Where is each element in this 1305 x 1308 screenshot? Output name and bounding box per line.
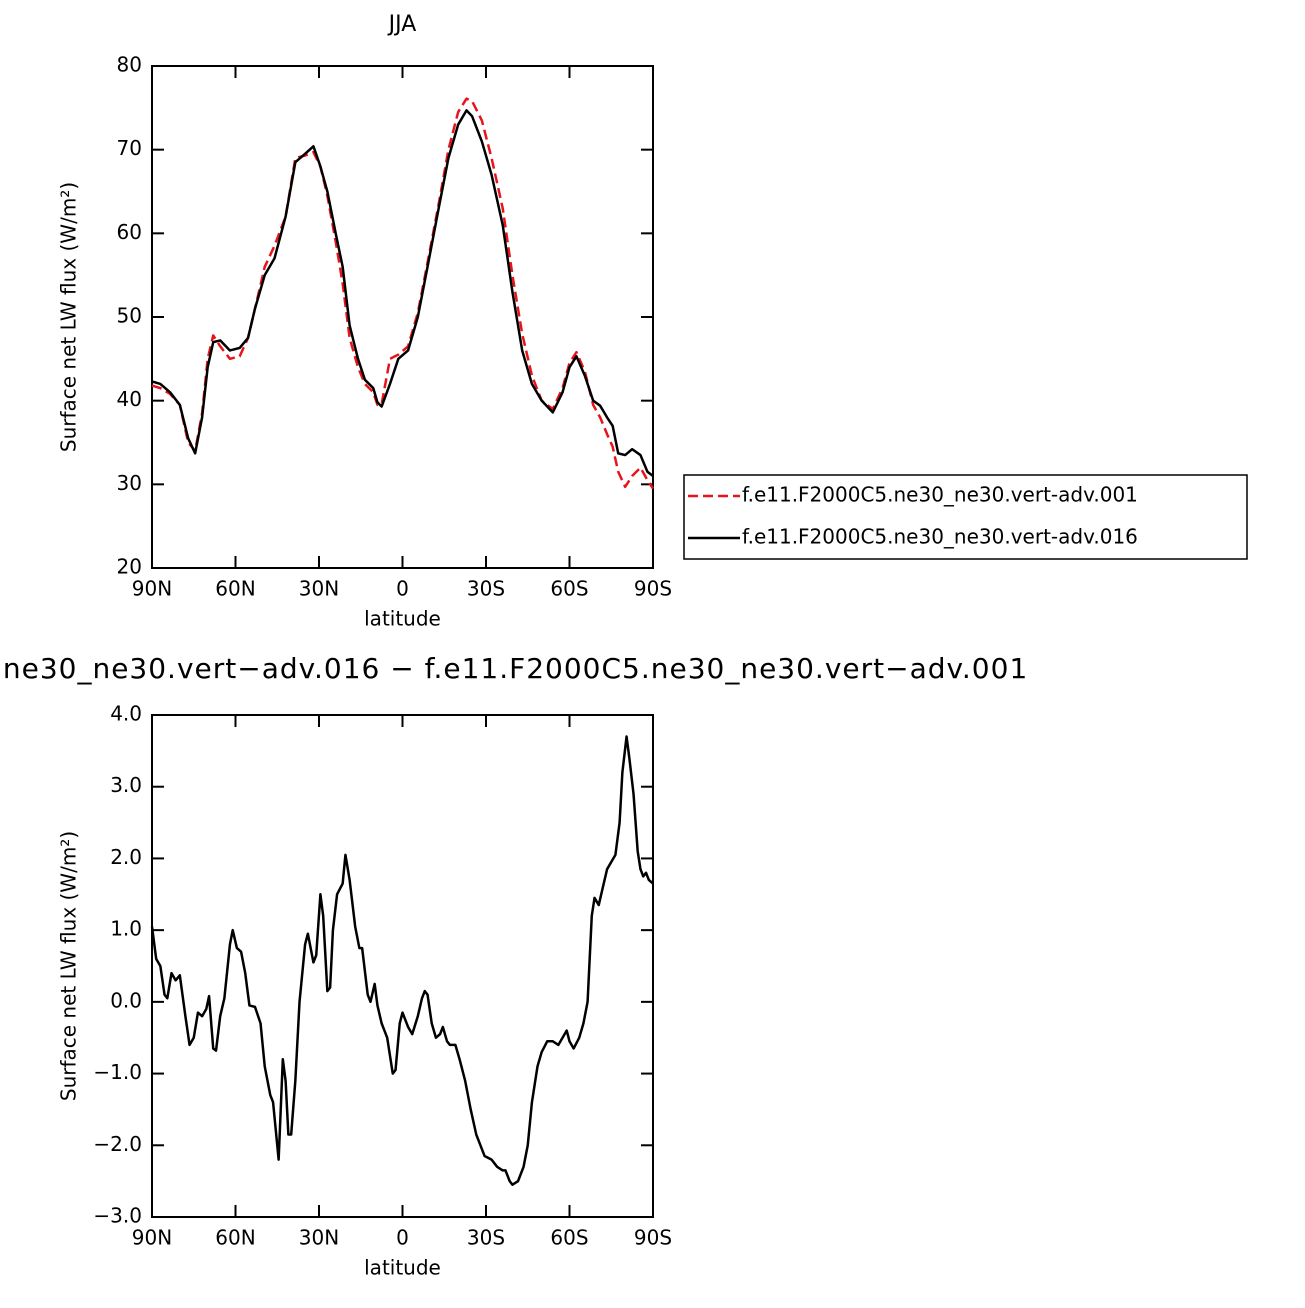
x-tick-label: 30N <box>299 577 339 601</box>
y-axis-label: Surface net LW flux (W/m²) <box>57 831 81 1101</box>
y-tick-label: 80 <box>117 53 142 77</box>
legend-box <box>683 474 1248 560</box>
legend-label: f.e11.F2000C5.ne30_ne30.vert-adv.016 <box>742 525 1138 549</box>
data-line <box>151 109 654 477</box>
y-tick-label: 20 <box>117 555 142 579</box>
y-tick-label: 40 <box>117 387 142 411</box>
y-tick-label: −1.0 <box>93 1060 142 1084</box>
x-tick-label: 0 <box>396 1226 409 1250</box>
y-tick-label: 70 <box>117 136 142 160</box>
x-tick-label: 60S <box>550 577 588 601</box>
data-line <box>150 735 654 1186</box>
y-tick-label: −3.0 <box>93 1204 142 1228</box>
chart-title: f.e11.F2000C5.ne30_ne30.vert−adv.016 − f… <box>0 652 1028 685</box>
y-tick-label: 60 <box>117 220 142 244</box>
x-tick-label: 90S <box>634 1226 672 1250</box>
data-line <box>151 97 655 490</box>
y-tick-label: 30 <box>117 471 142 495</box>
x-tick-label: 60S <box>550 1226 588 1250</box>
y-axis-label: Surface net LW flux (W/m²) <box>57 182 81 452</box>
x-axis-label: latitude <box>364 1256 441 1280</box>
y-tick-label: 3.0 <box>110 773 142 797</box>
y-tick-label: 50 <box>117 304 142 328</box>
x-tick-label: 0 <box>396 577 409 601</box>
x-tick-label: 90N <box>132 1226 172 1250</box>
x-tick-label: 30S <box>467 1226 505 1250</box>
x-tick-label: 60N <box>215 1226 255 1250</box>
x-axis-label: latitude <box>364 607 441 631</box>
x-tick-label: 60N <box>215 577 255 601</box>
y-tick-label: 4.0 <box>110 702 142 726</box>
x-tick-label: 30N <box>299 1226 339 1250</box>
y-tick-label: 0.0 <box>110 988 142 1012</box>
x-tick-label: 30S <box>467 577 505 601</box>
y-tick-label: 1.0 <box>110 917 142 941</box>
x-tick-label: 90N <box>132 577 172 601</box>
plot-frame <box>151 65 654 569</box>
x-tick-label: 90S <box>634 577 672 601</box>
legend-label: f.e11.F2000C5.ne30_ne30.vert-adv.001 <box>742 483 1138 507</box>
y-tick-label: −2.0 <box>93 1132 142 1156</box>
chart-title: JJA <box>387 12 417 37</box>
y-tick-label: 2.0 <box>110 845 142 869</box>
